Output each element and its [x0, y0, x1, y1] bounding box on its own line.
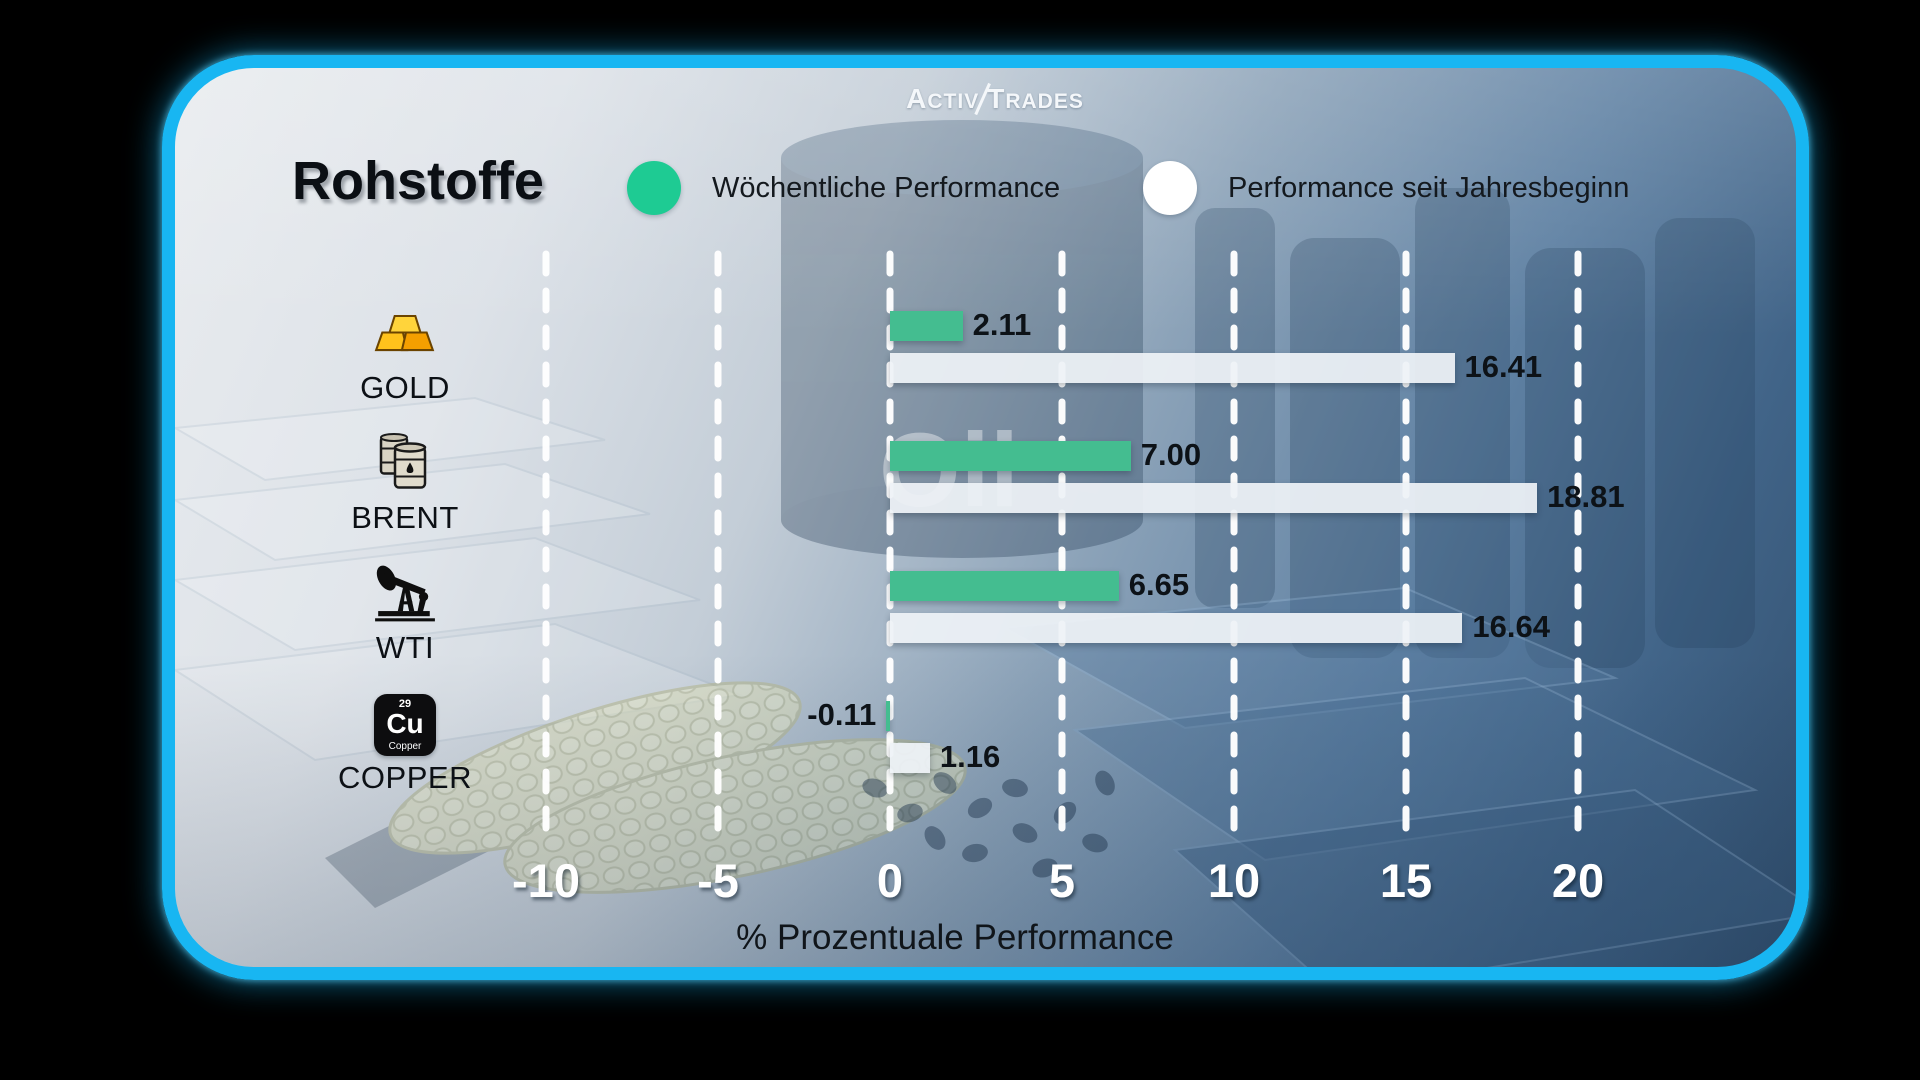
bar-ytd-copper	[890, 743, 930, 773]
value-label-weekly-copper: -0.11	[807, 697, 877, 732]
value-label-weekly-wti: 6.65	[1128, 567, 1190, 602]
value-label-ytd-brent: 18.81	[1547, 479, 1625, 514]
oil-pump-jack-icon	[372, 564, 438, 627]
category-label-brent: BRENT	[351, 500, 459, 535]
logo-text: A	[906, 83, 928, 115]
x-tick-20: 20	[1551, 854, 1605, 907]
category-label-gold: GOLD	[360, 370, 450, 405]
value-label-ytd-gold: 16.41	[1464, 349, 1543, 384]
x-tick-10: 10	[1207, 854, 1261, 907]
oil-barrels-icon	[373, 432, 437, 499]
brand-logo: ACTIV TRADES	[906, 82, 1084, 116]
x-tick--5: -5	[697, 854, 739, 907]
gold-bars-icon	[372, 308, 438, 363]
bar-ytd-wti	[890, 613, 1463, 643]
corn-decor	[325, 681, 967, 908]
legend-ytd-dot-icon	[1143, 161, 1197, 215]
legend-weekly-dot-icon	[627, 161, 681, 215]
x-tick--10: -10	[512, 854, 580, 907]
x-tick-15: 15	[1379, 854, 1433, 907]
bar-ytd-brent	[890, 483, 1538, 513]
ingots-decor	[1001, 586, 1796, 967]
x-tick-5: 5	[1048, 854, 1076, 907]
page-title: Rohstoffe	[292, 151, 544, 211]
x-axis-label: % Prozentuale Performance	[736, 918, 1174, 957]
legend-weekly-label: Wöchentliche Performance	[712, 172, 1061, 204]
value-label-ytd-wti: 16.64	[1472, 609, 1550, 644]
value-label-weekly-brent: 7.00	[1140, 437, 1202, 472]
bar-ytd-gold	[890, 353, 1455, 383]
value-label-ytd-copper: 1.16	[939, 739, 1001, 774]
frame-shade	[175, 68, 1796, 967]
x-tick-0: 0	[876, 854, 904, 907]
bar-weekly-gold	[890, 311, 963, 341]
value-label-weekly-gold: 2.11	[972, 307, 1032, 342]
bar-weekly-brent	[890, 441, 1131, 471]
rounded-frame: Oil	[162, 55, 1809, 980]
category-label-wti: WTI	[375, 630, 435, 665]
bar-weekly-wti	[890, 571, 1119, 601]
category-label-copper: COPPER	[338, 760, 472, 795]
copper-element-icon: 29 Cu Copper	[374, 694, 436, 756]
legend-ytd-label: Performance seit Jahresbeginn	[1228, 172, 1630, 204]
bar-weekly-copper	[886, 701, 890, 731]
